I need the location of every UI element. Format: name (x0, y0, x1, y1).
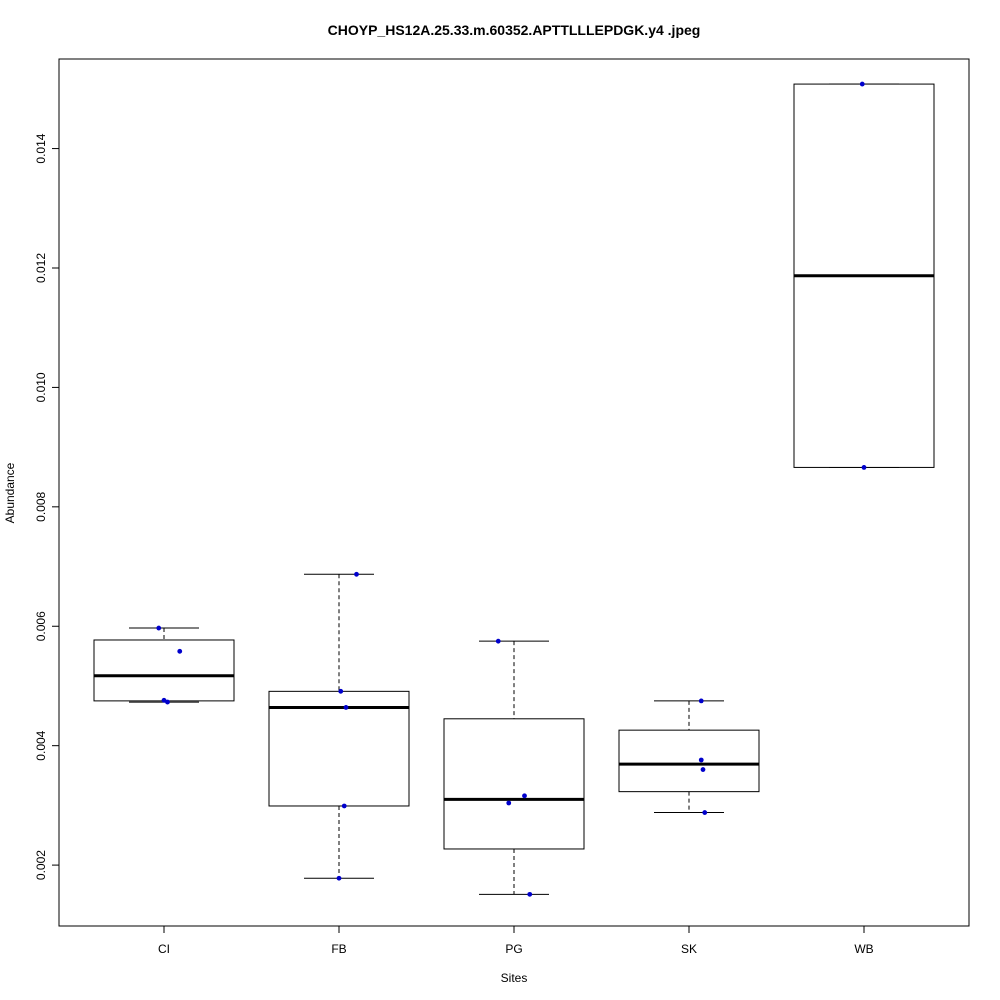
box-iqr (618, 729, 760, 793)
x-tick-label: PG (505, 942, 522, 956)
data-point (341, 803, 347, 809)
data-point (165, 699, 170, 705)
chart-title: CHOYP_HS12A.25.33.m.60352.APTTLLLEPDGK.y… (328, 22, 701, 38)
data-point (702, 810, 708, 815)
data-point (522, 793, 527, 799)
data-point (700, 767, 706, 772)
data-point (861, 465, 867, 470)
y-tick-label: 0.014 (34, 133, 48, 163)
y-tick-label: 0.002 (34, 850, 48, 880)
data-point (156, 625, 162, 631)
box-iqr (443, 718, 585, 850)
data-point (495, 638, 501, 644)
box-pg (443, 640, 585, 895)
data-point (177, 648, 183, 654)
point-group (156, 81, 867, 897)
data-point (354, 571, 359, 577)
y-axis-label: Abundance (3, 462, 17, 523)
x-tick-label: SK (681, 942, 697, 956)
x-tick-label: WB (854, 942, 873, 956)
y-axis: 0.002 0.004 0.006 0.008 0.010 0.012 0.014 (34, 133, 59, 880)
y-tick-label: 0.010 (34, 372, 48, 402)
box-sk (618, 700, 760, 814)
box-iqr (93, 639, 235, 702)
data-point (859, 81, 865, 87)
box-fb (268, 573, 410, 879)
x-axis: CI FB PG SK WB (158, 926, 874, 956)
y-tick-label: 0.006 (34, 611, 48, 641)
data-point (343, 705, 349, 710)
box-ci (93, 627, 235, 703)
data-point (698, 698, 704, 704)
x-tick-label: FB (331, 942, 346, 956)
data-point (506, 800, 512, 806)
data-point (527, 891, 533, 897)
x-tick-label: CI (158, 942, 170, 956)
data-point (336, 875, 342, 881)
box-group (93, 83, 935, 895)
x-axis-label: Sites (501, 971, 528, 985)
data-point (338, 688, 344, 694)
y-tick-label: 0.012 (34, 253, 48, 283)
y-tick-label: 0.004 (34, 730, 48, 760)
data-point (698, 757, 704, 763)
y-tick-label: 0.008 (34, 491, 48, 521)
box-wb (793, 83, 935, 468)
